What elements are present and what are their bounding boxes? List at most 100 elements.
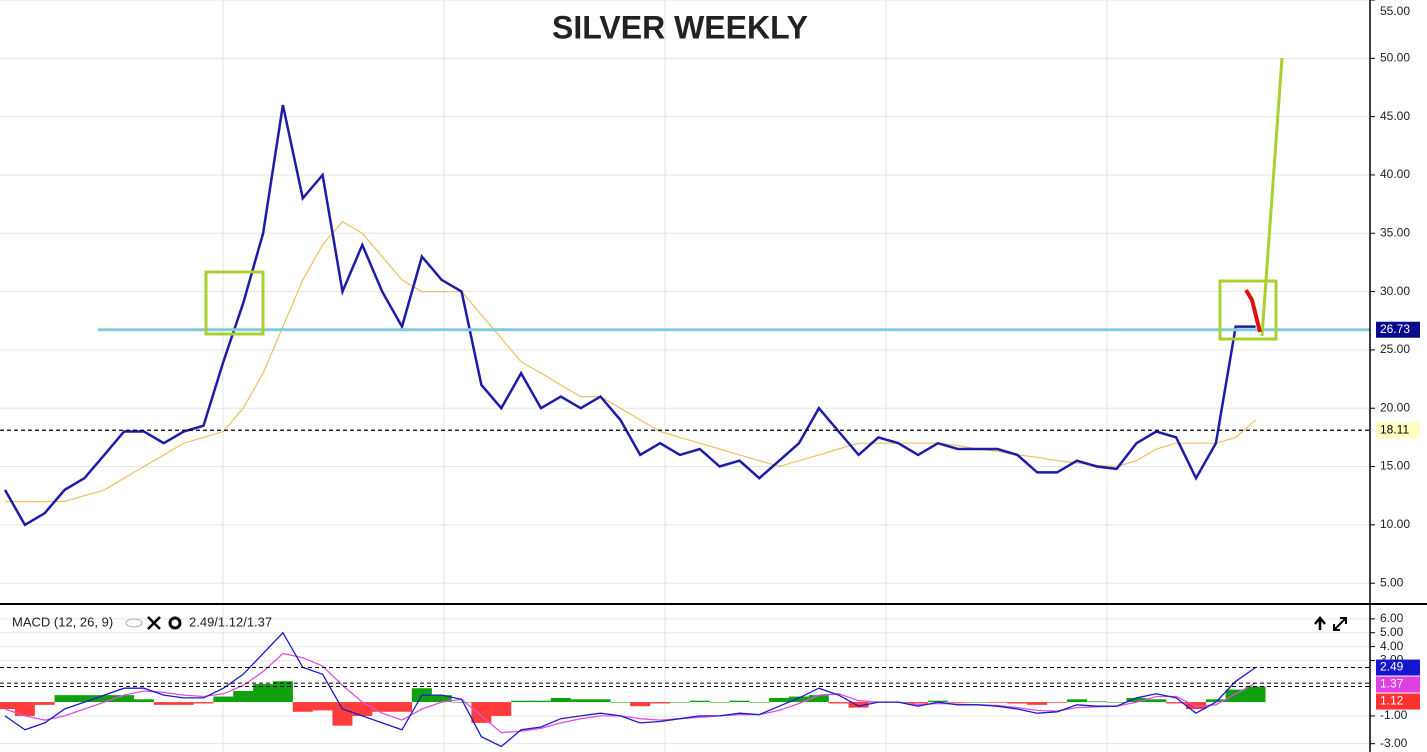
y-tick-label: 50.00 (1380, 50, 1410, 64)
histogram-bar (709, 702, 730, 703)
histogram-bar (610, 702, 631, 703)
price-tag-label: 2.49 (1380, 660, 1404, 674)
histogram-bar (133, 699, 154, 703)
histogram-bar (789, 696, 809, 703)
histogram-bar (491, 702, 512, 716)
y-tick-label: -3.00 (1380, 736, 1408, 750)
projection-line (1260, 57, 1284, 337)
histogram-bar (392, 702, 412, 712)
histogram-bar (292, 702, 313, 712)
histogram-bar (372, 702, 393, 712)
price-tag-label: 26.73 (1380, 322, 1410, 336)
histogram-bar (1066, 699, 1087, 703)
series-line (4, 631, 1256, 748)
histogram-bar (908, 702, 929, 704)
histogram-bar (828, 702, 849, 704)
histogram-bar (14, 702, 35, 716)
price-tag (1376, 676, 1420, 693)
move-up-icon[interactable] (1314, 616, 1326, 630)
histogram-bar (1166, 702, 1187, 704)
histogram-bar (332, 702, 353, 726)
histogram-bar (114, 695, 135, 703)
histogram-bar (570, 699, 591, 703)
y-tick-label: 6.00 (1380, 611, 1404, 625)
histogram-bar (0, 702, 15, 710)
eye-icon[interactable] (125, 618, 143, 628)
histogram-bar (530, 700, 551, 703)
y-tick-label: 55.00 (1380, 4, 1410, 18)
series-line (5, 220, 1256, 503)
histogram-bar (769, 697, 790, 703)
histogram-bar (1047, 702, 1068, 703)
histogram-bar (1225, 689, 1246, 703)
histogram-bar (987, 702, 1008, 703)
series-line (4, 652, 1256, 734)
y-tick-label: 30.00 (1380, 284, 1410, 298)
y-tick-label: 15.00 (1380, 459, 1410, 473)
histogram-bar (1126, 697, 1147, 703)
histogram-bar (630, 702, 651, 707)
y-tick-label: 45.00 (1380, 109, 1410, 123)
plot-layer (0, 0, 1375, 748)
histogram-bar (173, 702, 194, 705)
price-tag-label: 1.37 (1380, 677, 1404, 691)
y-tick-label: 25.00 (1380, 342, 1410, 356)
histogram-bar (947, 702, 968, 703)
histogram-bar (233, 690, 254, 703)
histogram-bar (312, 702, 333, 711)
histogram-bar (808, 695, 829, 703)
y-tick-label: 5.00 (1380, 575, 1404, 589)
histogram-bar (927, 700, 948, 703)
price-tag-label: 1.12 (1380, 694, 1404, 708)
vertical-grid (222, 0, 1108, 752)
price-tag (1376, 321, 1420, 338)
histogram-bar (550, 697, 571, 703)
histogram-bar (153, 702, 174, 705)
histogram-bar (253, 684, 274, 703)
indicator-icons[interactable] (125, 616, 182, 630)
histogram-bar (967, 702, 988, 703)
histogram-bar (74, 695, 95, 703)
y-tick-label: 4.00 (1380, 639, 1404, 653)
highlight-box (204, 270, 265, 336)
histogram-bar (193, 702, 214, 704)
indicator-readout: 2.49/1.12/1.37 (189, 614, 272, 629)
y-tick-label: 40.00 (1380, 167, 1410, 181)
histogram-bar (272, 681, 293, 703)
histogram-bar (1205, 699, 1226, 703)
chart-title: SILVER WEEKLY (552, 9, 808, 45)
histogram-bar (689, 700, 710, 703)
histogram-bar (1086, 701, 1107, 703)
histogram-bar (749, 702, 770, 703)
y-tick-label: 35.00 (1380, 225, 1410, 239)
highlight-box (1218, 279, 1278, 341)
settings-icon[interactable] (168, 616, 182, 630)
histogram-bar (590, 699, 611, 703)
expand-icon[interactable] (1333, 617, 1347, 631)
histogram-bar (451, 702, 472, 703)
series-line (3, 104, 1256, 527)
close-icon[interactable] (147, 616, 161, 630)
histogram-bar (34, 702, 55, 705)
y-tick-label: 20.00 (1380, 400, 1410, 414)
histogram-bar (1146, 699, 1167, 703)
y-tick-label: 5.00 (1380, 625, 1404, 639)
price-tag (1376, 659, 1420, 676)
y-tick-label: -1.00 (1380, 708, 1408, 722)
histogram-bar (650, 702, 671, 704)
histogram-bar (431, 695, 452, 703)
histogram-bar (1106, 702, 1127, 703)
histogram-bar (1245, 686, 1266, 703)
decline-stroke (1244, 288, 1262, 333)
histogram-bar (213, 696, 234, 703)
y-tick-label: 10.00 (1380, 517, 1410, 531)
histogram-bar (94, 695, 115, 703)
histogram-bar (471, 702, 492, 723)
histogram-bar (1027, 702, 1048, 705)
price-tag (1376, 422, 1420, 439)
price-tag (1376, 693, 1420, 710)
price-tag-label: 18.11 (1380, 422, 1409, 436)
indicator-name: MACD (12, 26, 9) (12, 614, 113, 629)
